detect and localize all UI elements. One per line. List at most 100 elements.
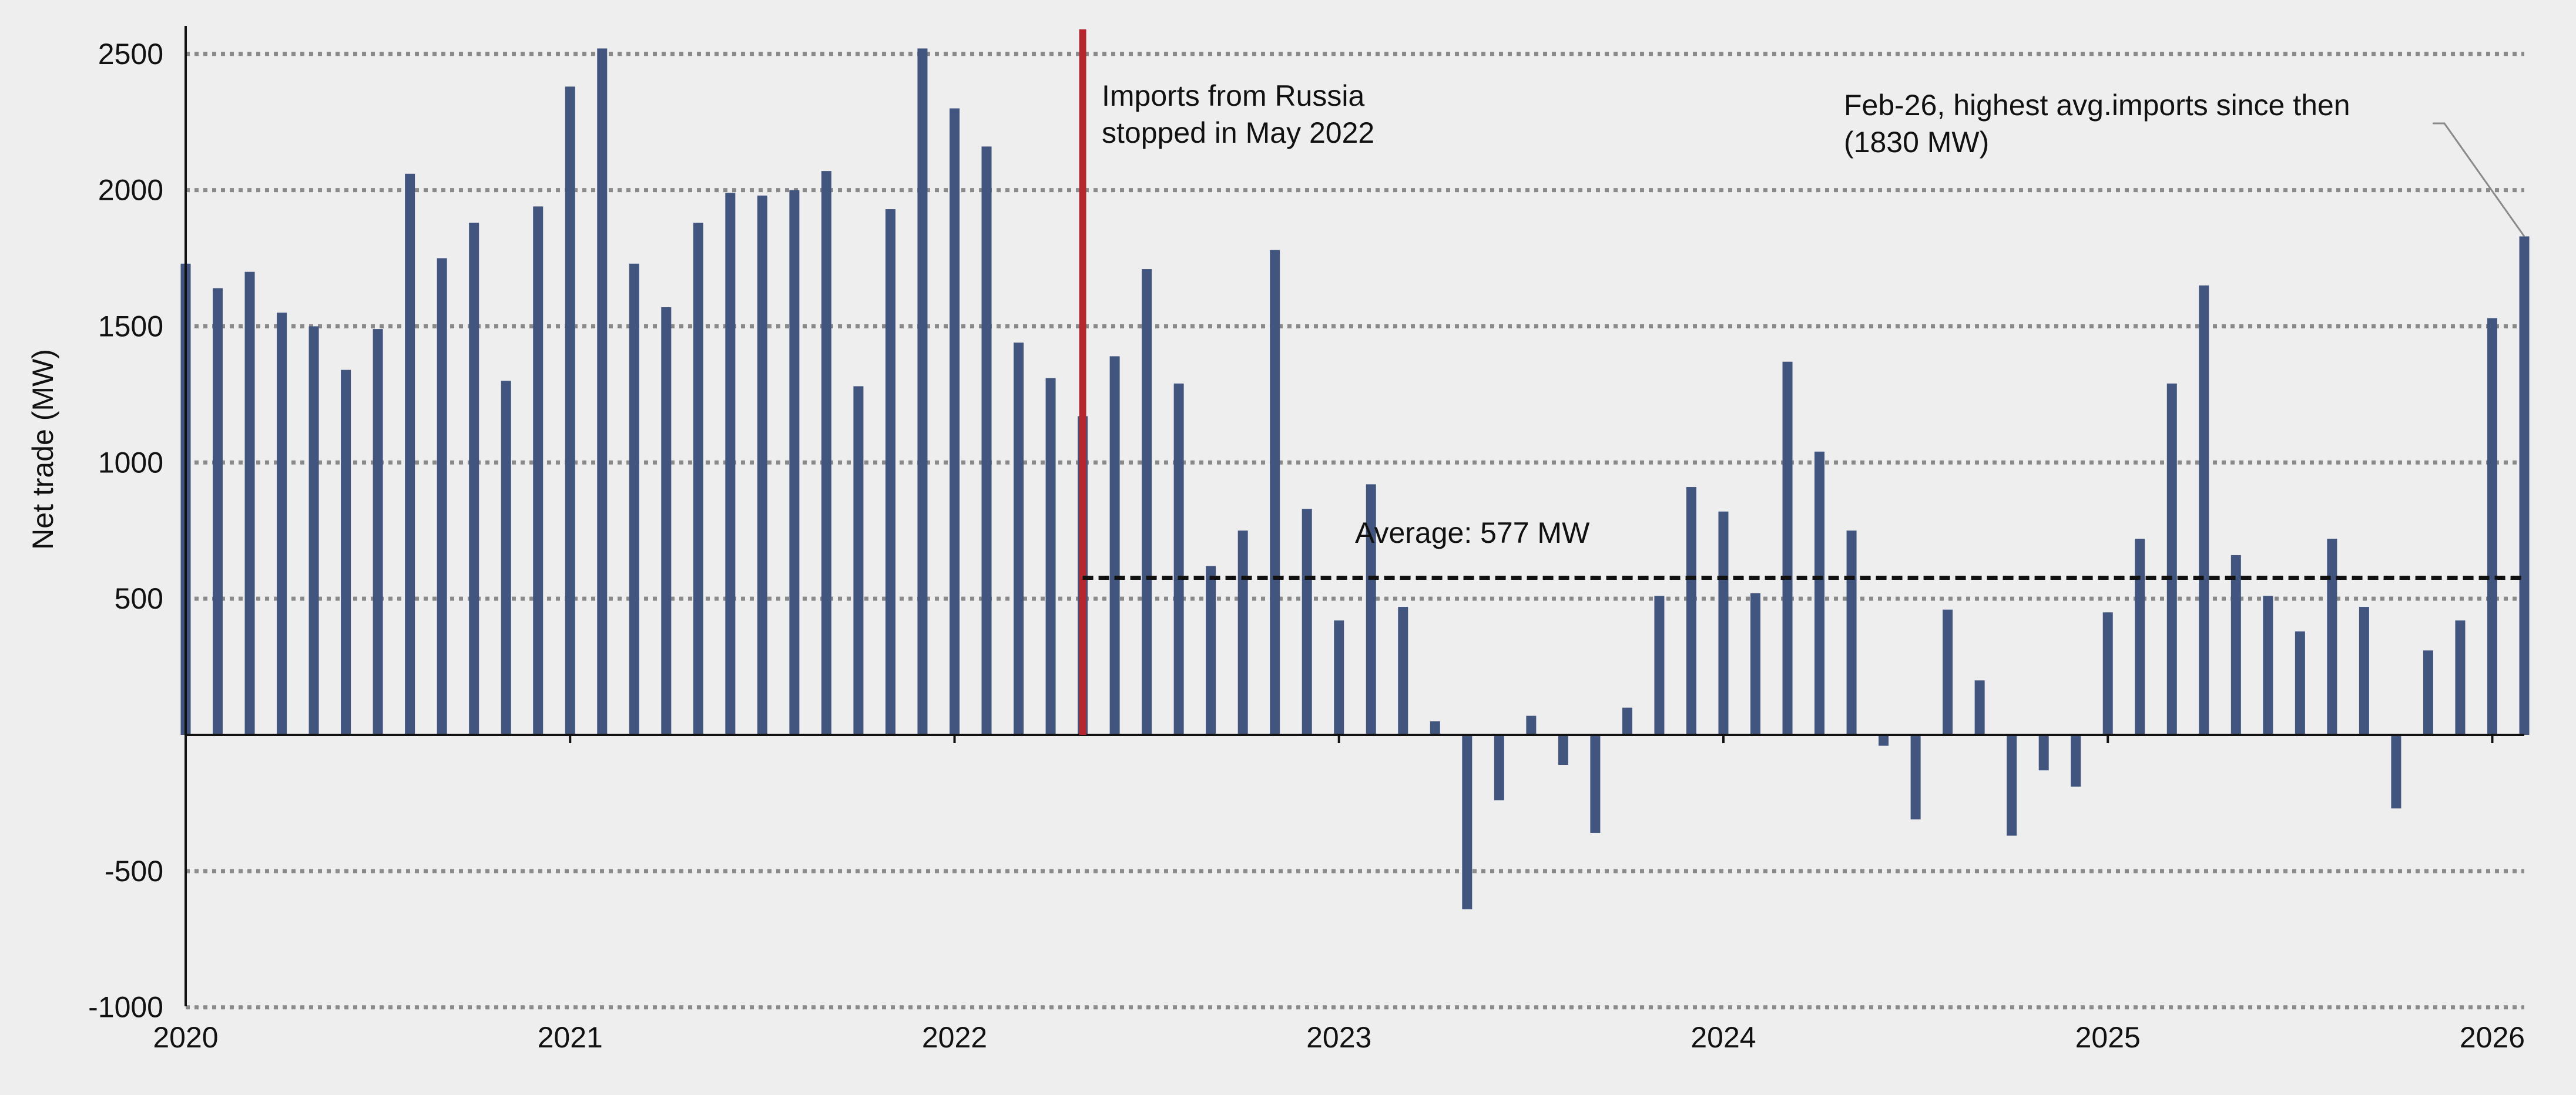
y-axis-title: Net trade (MW) (26, 349, 59, 550)
bar-2024-02 (1750, 593, 1761, 735)
bar-2024-03 (1782, 361, 1793, 735)
axes (185, 26, 2524, 1006)
bar-2020-03 (244, 271, 255, 735)
bar-2023-03 (1398, 607, 1408, 735)
bar-2023-09 (1590, 735, 1601, 833)
bar-2025-02 (2135, 539, 2145, 735)
x-tick-labels: 2020 2021 2022 2023 2024 2025 2026 (153, 1021, 2525, 1054)
event-line-label: Imports from Russia (1102, 79, 1365, 112)
bar-2023-11 (1654, 596, 1665, 735)
bar-2021-12 (917, 48, 928, 735)
bar-2020-02 (213, 288, 223, 735)
bar-2024-08 (1943, 609, 1953, 735)
bar-2023-10 (1622, 707, 1632, 735)
bar-2022-07 (1142, 269, 1152, 735)
bar-2024-10 (2007, 735, 2017, 836)
bar-2023-08 (1558, 735, 1568, 765)
bar-2022-04 (1045, 378, 1056, 735)
bar-2020-09 (437, 258, 447, 735)
y-tick-label: 2500 (98, 38, 163, 70)
bar-2024-01 (1718, 511, 1729, 735)
bar-2024-04 (1814, 451, 1825, 735)
grid-lines (186, 52, 2524, 1010)
bar-2020-12 (533, 206, 544, 735)
bar-2021-06 (725, 193, 736, 735)
annotations: Imports from Russia stopped in May 2022 Av… (1079, 29, 2525, 735)
bar-2025-06 (2263, 596, 2273, 735)
bar-2022-03 (1014, 342, 1024, 735)
bar-2021-10 (853, 386, 864, 735)
bar-2024-11 (2038, 735, 2049, 771)
event-line-label: stopped in May 2022 (1102, 116, 1374, 149)
bar-2021-02 (597, 48, 608, 735)
highlight-label: (1830 MW) (1844, 126, 1989, 159)
bar-2026-02 (2519, 236, 2530, 735)
bar-2022-01 (949, 108, 960, 735)
bar-2021-01 (565, 86, 575, 735)
y-tick-label: 1500 (98, 310, 163, 342)
bar-2020-07 (373, 329, 383, 735)
x-tick-label: 2020 (153, 1021, 218, 1054)
bar-2024-09 (1974, 680, 1985, 735)
bar-2021-03 (629, 263, 639, 735)
bar-2025-08 (2327, 539, 2337, 735)
y-tick-label: -500 (105, 855, 163, 888)
bar-2026-01 (2487, 318, 2497, 735)
highlight-leader-line (2433, 122, 2525, 237)
y-tick-labels: 2500 2000 1500 1000 500 -500 -1000 (88, 38, 163, 1024)
bar-2024-12 (2071, 735, 2081, 787)
event-line (1079, 29, 1086, 735)
bar-2020-11 (501, 381, 511, 735)
x-tick-label: 2021 (538, 1021, 603, 1054)
bar-2021-08 (789, 190, 800, 735)
bar-2023-07 (1526, 716, 1537, 735)
bar-2020-05 (308, 326, 319, 735)
bar-2020-08 (405, 173, 415, 735)
x-tick-label: 2025 (2075, 1021, 2141, 1054)
bar-2023-01 (1334, 620, 1344, 735)
bar-2020-04 (277, 313, 287, 735)
y-tick-label: 1000 (98, 446, 163, 479)
bar-2023-04 (1430, 721, 1440, 735)
average-label: Average: 577 MW (1355, 516, 1590, 549)
y-tick-label: 2000 (98, 174, 163, 207)
bar-2021-09 (821, 171, 831, 735)
bar-2021-07 (757, 195, 767, 735)
bar-2025-01 (2102, 612, 2113, 735)
bar-series (180, 48, 2530, 909)
bar-2023-06 (1494, 735, 1504, 801)
bar-2023-05 (1462, 735, 1473, 909)
bar-2020-06 (341, 370, 351, 735)
bar-2025-09 (2359, 607, 2369, 735)
bar-2025-10 (2391, 735, 2401, 809)
x-tick-label: 2022 (922, 1021, 987, 1054)
bar-2020-10 (469, 223, 479, 735)
bar-2023-12 (1686, 487, 1696, 735)
x-tick-label: 2024 (1690, 1021, 1756, 1054)
highlight-label: Feb-26, highest avg.imports since then (1844, 89, 2350, 122)
bar-2022-08 (1173, 383, 1184, 735)
bar-2022-11 (1270, 250, 1280, 735)
y-tick-label: 500 (115, 582, 163, 615)
bar-2024-05 (1846, 530, 1857, 735)
x-tick-label: 2026 (2460, 1021, 2525, 1054)
bar-2025-03 (2166, 383, 2177, 735)
bar-2021-05 (693, 223, 703, 735)
bar-2024-06 (1879, 735, 1889, 746)
bar-2025-11 (2423, 650, 2433, 735)
bar-2025-05 (2230, 555, 2241, 735)
bar-2025-12 (2455, 620, 2466, 735)
bar-2022-09 (1206, 566, 1216, 735)
bar-2022-12 (1302, 509, 1312, 735)
bar-2024-07 (1910, 735, 1921, 819)
bar-2023-02 (1366, 484, 1376, 735)
x-tick-label: 2023 (1306, 1021, 1371, 1054)
bar-2021-11 (885, 209, 895, 735)
bar-2022-10 (1237, 530, 1248, 735)
bar-2021-04 (661, 307, 672, 735)
bar-2025-07 (2295, 631, 2305, 735)
bar-2022-06 (1109, 356, 1120, 735)
y-tick-label: -1000 (88, 991, 163, 1024)
